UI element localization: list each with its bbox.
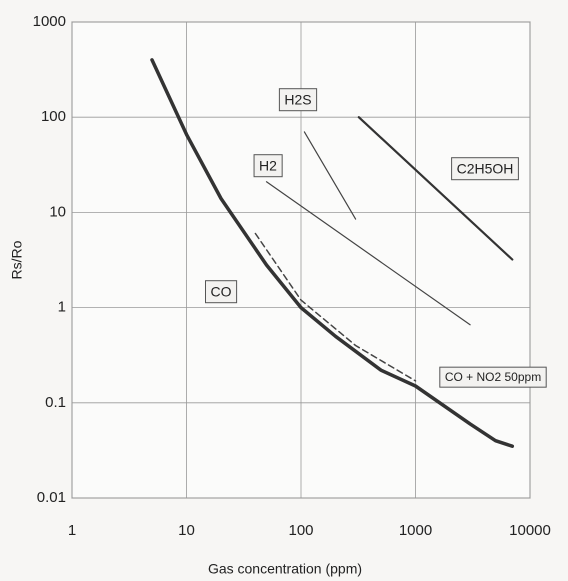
label-box xyxy=(253,154,283,178)
x-tick-label: 100 xyxy=(288,522,313,539)
y-tick-label: 1 xyxy=(58,299,66,316)
label-box xyxy=(205,280,238,304)
series-label: CO xyxy=(211,284,232,300)
y-tick-label: 0.01 xyxy=(37,489,66,506)
series-line xyxy=(303,131,357,220)
series-label: H2S xyxy=(284,92,311,108)
y-tick-label: 10 xyxy=(49,203,66,220)
x-tick-label: 1000 xyxy=(399,522,432,539)
x-tick-label: 1 xyxy=(68,522,76,539)
series-label: C2H5OH xyxy=(457,161,514,177)
label-box xyxy=(439,366,547,388)
y-tick-label: 1000 xyxy=(33,13,66,30)
series-line xyxy=(357,116,514,261)
y-tick-label: 0.1 xyxy=(45,394,66,411)
x-tick-label: 10 xyxy=(178,522,195,539)
label-box xyxy=(451,157,519,181)
series-line xyxy=(150,58,515,448)
series-line xyxy=(265,181,471,326)
x-tick-label: 10000 xyxy=(509,522,551,539)
label-box xyxy=(278,88,318,112)
series-label: H2 xyxy=(259,158,277,174)
series-label: CO + NO2 50ppm xyxy=(445,370,541,384)
y-tick-label: 100 xyxy=(41,108,66,125)
y-axis-label: Rs/Ro xyxy=(9,240,25,279)
x-axis-label: Gas concentration (ppm) xyxy=(208,561,362,577)
series-line xyxy=(254,232,417,382)
